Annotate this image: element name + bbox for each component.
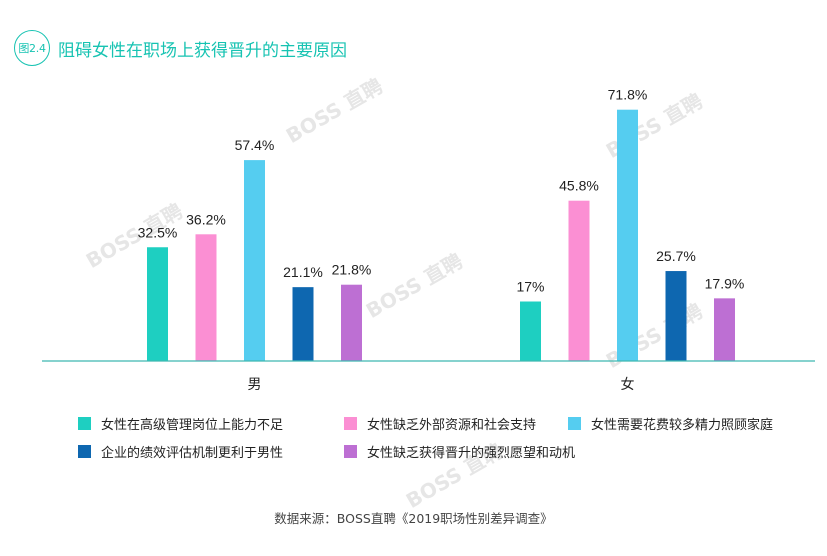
data-label-0-4: 21.8%	[332, 262, 372, 278]
bar-1-3	[665, 271, 687, 361]
chart-title: 阻碍女性在职场上获得晋升的主要原因	[58, 40, 347, 61]
data-label-0-0: 32.5%	[138, 224, 178, 240]
legend-label: 女性在高级管理岗位上能力不足	[101, 418, 284, 433]
bar-0-4	[341, 284, 362, 361]
legend-label: 女性缺乏获得晋升的强烈愿望和动机	[367, 446, 576, 461]
data-label-1-2: 71.8%	[608, 87, 648, 103]
legend-label: 女性需要花费较多精力照顾家庭	[591, 418, 774, 433]
legend-item-1: 女性缺乏外部资源和社会支持	[344, 414, 536, 433]
data-label-0-3: 21.1%	[283, 264, 323, 280]
chart-header: 图2.4 阻碍女性在职场上获得晋升的主要原因	[14, 30, 347, 66]
data-label-1-4: 17.9%	[705, 275, 745, 291]
category-label-0: 男	[248, 377, 262, 393]
source-note: 数据来源：BOSS直聘《2019职场性别差异调查》	[274, 511, 553, 526]
bar-chart: 32.5% 36.2% 57.4% 21.1% 21.8% 男 17% 45.8% 71.8% 2…	[42, 87, 815, 393]
bar-1-4	[714, 298, 735, 361]
data-label-1-1: 45.8%	[559, 178, 599, 194]
legend-swatch	[78, 445, 91, 458]
legend-item-2: 女性需要花费较多精力照顾家庭	[568, 414, 773, 433]
legend-swatch	[344, 417, 357, 430]
bar-0-0	[147, 247, 168, 361]
legend-item-3: 企业的绩效评估机制更利于男性	[78, 442, 283, 461]
data-label-1-0: 17%	[516, 279, 544, 295]
data-label-0-2: 57.4%	[235, 137, 275, 153]
bar-1-0	[520, 301, 541, 361]
figure-number-badge: 图2.4	[14, 30, 50, 66]
category-label-1: 女	[621, 376, 635, 393]
legend-label: 企业的绩效评估机制更利于男性	[101, 446, 284, 461]
bar-1-1	[568, 200, 590, 361]
legend-item-0: 女性在高级管理岗位上能力不足	[78, 414, 283, 433]
data-label-0-1: 36.2%	[186, 211, 226, 227]
bar-0-1	[195, 234, 217, 361]
data-label-1-3: 25.7%	[656, 248, 696, 264]
legend-swatch	[344, 445, 357, 458]
bar-0-2	[244, 160, 265, 361]
legend-swatch	[78, 417, 91, 430]
bar-0-3	[292, 287, 314, 361]
legend-item-4: 女性缺乏获得晋升的强烈愿望和动机	[344, 442, 575, 461]
legend-swatch	[568, 417, 581, 430]
bar-1-2	[617, 109, 638, 361]
legend-label: 女性缺乏外部资源和社会支持	[367, 418, 537, 433]
